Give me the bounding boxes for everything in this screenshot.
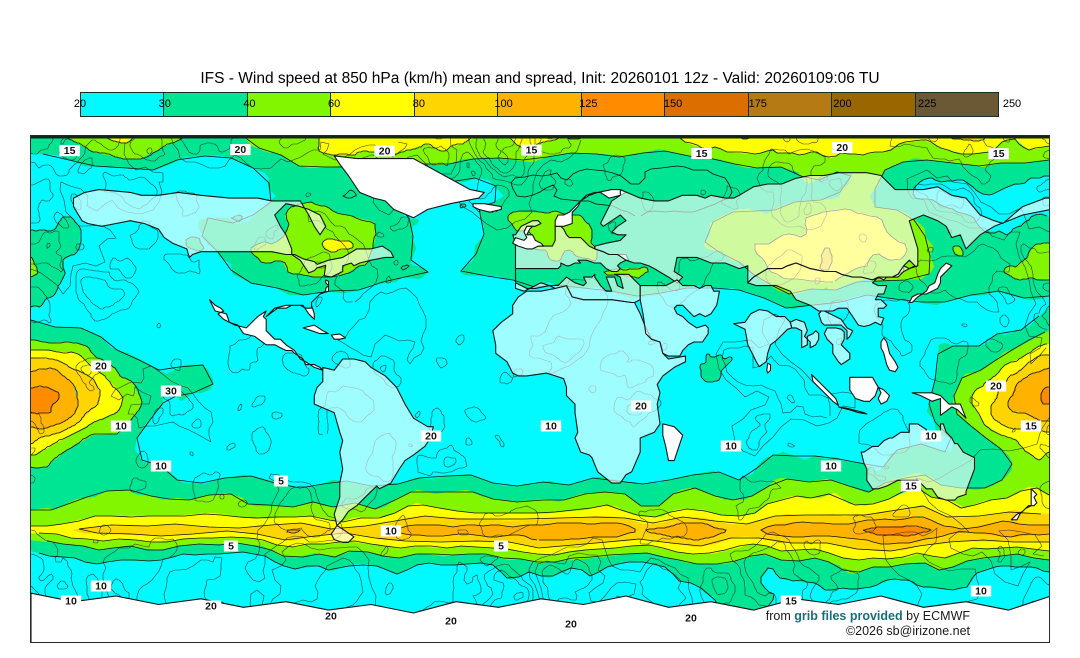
- svg-text:10: 10: [95, 580, 107, 592]
- svg-text:15: 15: [905, 480, 917, 492]
- svg-text:10: 10: [385, 525, 397, 537]
- svg-text:15: 15: [993, 148, 1005, 160]
- svg-text:10: 10: [825, 460, 837, 472]
- svg-text:5: 5: [278, 475, 284, 487]
- svg-text:5: 5: [228, 540, 234, 552]
- svg-text:20: 20: [836, 142, 848, 154]
- svg-text:15: 15: [1025, 420, 1037, 432]
- svg-text:30: 30: [165, 385, 177, 397]
- svg-text:5: 5: [498, 540, 504, 552]
- svg-text:10: 10: [65, 595, 77, 607]
- svg-text:15: 15: [526, 144, 538, 156]
- svg-text:20: 20: [635, 400, 647, 412]
- svg-text:20: 20: [235, 144, 247, 156]
- svg-text:20: 20: [379, 145, 391, 157]
- svg-text:10: 10: [115, 420, 127, 432]
- svg-text:10: 10: [155, 460, 167, 472]
- svg-text:10: 10: [975, 585, 987, 597]
- svg-text:20: 20: [425, 430, 437, 442]
- svg-text:15: 15: [785, 595, 797, 607]
- svg-text:10: 10: [925, 430, 937, 442]
- svg-text:10: 10: [545, 420, 557, 432]
- svg-text:15: 15: [64, 145, 76, 157]
- svg-text:20: 20: [95, 360, 107, 372]
- svg-text:10: 10: [725, 440, 737, 452]
- svg-text:20: 20: [990, 380, 1002, 392]
- svg-text:15: 15: [696, 148, 708, 160]
